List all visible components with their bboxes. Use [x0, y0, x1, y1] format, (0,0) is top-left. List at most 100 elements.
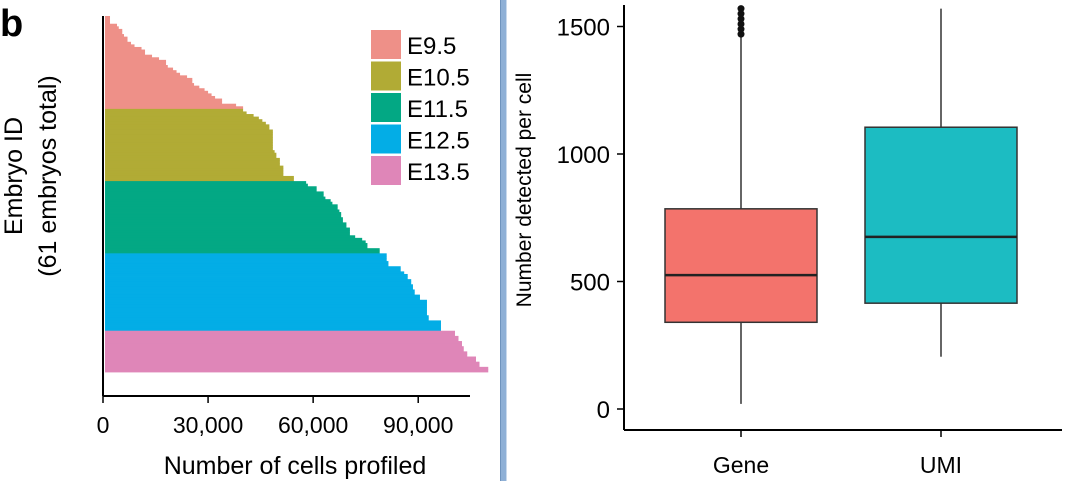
bar-E11-5-6	[105, 196, 326, 200]
bar-E9-5-28	[105, 88, 205, 92]
bar-E13-5-12	[105, 361, 480, 365]
y-axis-title: Embryo ID (61 embryos total)	[0, 75, 62, 276]
x-tick-label: Gene	[713, 452, 769, 478]
bar-E12-5-1	[105, 255, 387, 259]
bar-E10-5-17	[105, 152, 277, 156]
y-tick-label: 0	[597, 397, 610, 424]
bar-E9-5-24	[105, 77, 193, 81]
gene-outlier-3	[737, 15, 745, 23]
bar-E10-5-8	[105, 129, 273, 133]
bar-E10-5-3	[105, 116, 259, 120]
bar-E10-5-10	[105, 134, 273, 138]
bar-E13-5-0	[105, 330, 455, 334]
x-tick-label: 0	[97, 412, 110, 438]
bar-E11-5-13	[105, 214, 342, 218]
bar-E9-5-7	[105, 34, 125, 38]
bar-E13-5-1	[105, 333, 455, 337]
panel-divider	[500, 0, 507, 481]
y-tick-label: 1000	[557, 142, 610, 169]
bar-E12-5-12	[105, 284, 413, 288]
legend-swatch-E9-5	[371, 30, 401, 59]
bar-E9-5-11	[105, 44, 135, 48]
bar-E9-5-1	[105, 18, 111, 22]
bar-E10-5-18	[105, 155, 277, 159]
x-tick-label: 90,000	[383, 412, 453, 438]
bar-E13-5-5	[105, 343, 462, 347]
gene-outlier-2	[737, 20, 745, 28]
legend-label: E9.5	[407, 33, 456, 60]
legend-label: E11.5	[407, 96, 468, 123]
bar-E12-5-5	[105, 266, 401, 270]
bar-E9-5-22	[105, 72, 181, 76]
bar-E12-5-2	[105, 258, 387, 262]
bar-E9-5-30	[105, 93, 212, 97]
bar-E9-5-23	[105, 75, 188, 79]
bar-E10-5-12	[105, 139, 273, 143]
bar-E12-5-6	[105, 268, 401, 272]
bar-E9-5-13	[105, 49, 146, 53]
bar-E12-5-22	[105, 310, 427, 314]
y-tick-label: 500	[570, 270, 610, 297]
bar-E11-5-7	[105, 199, 331, 203]
bar-E12-5-25	[105, 317, 429, 321]
bar-E13-5-11	[105, 359, 477, 363]
bar-E9-5-27	[105, 85, 200, 89]
bar-E9-5-26	[105, 83, 195, 87]
bar-E9-5-33	[105, 101, 223, 105]
bar-E12-5-26	[105, 320, 441, 324]
umi-box	[864, 126, 1018, 304]
bar-E12-5-27	[105, 322, 441, 326]
bar-E11-5-9	[105, 204, 338, 208]
bar-E11-5-16	[105, 222, 347, 226]
bar-E9-5-29	[105, 90, 209, 94]
bar-E9-5-32	[105, 98, 223, 102]
bar-E10-5-11	[105, 137, 273, 141]
bar-E12-5-7	[105, 271, 405, 275]
bar-E12-5-23	[105, 312, 427, 316]
y-axis-subtitle-line: (61 embryos total)	[34, 75, 62, 276]
bar-E12-5-14	[105, 289, 415, 293]
bar-E13-5-4	[105, 341, 462, 345]
legend-swatch-E13-5	[371, 156, 401, 185]
embryo-bar-chart-svg: 0 30,000 60,000 90,000 Number of cells profi…	[0, 3, 489, 480]
bar-E10-5-19	[105, 157, 280, 161]
bar-E11-5-25	[105, 245, 368, 249]
bar-E11-5-2	[105, 186, 317, 190]
bar-E9-5-12	[105, 46, 142, 50]
bar-E12-5-18	[105, 299, 427, 303]
gene-outlier-0	[737, 30, 745, 38]
bar-E13-5-13	[105, 364, 480, 368]
bar-E12-5-24	[105, 315, 429, 319]
bar-E13-5-3	[105, 338, 459, 342]
bar-E12-5-11	[105, 281, 412, 285]
bar-E9-5-14	[105, 52, 146, 56]
gene-outlier-5	[737, 5, 745, 13]
bar-E11-5-27	[105, 250, 380, 254]
bar-E10-5-9	[105, 132, 273, 136]
bar-E13-5-10	[105, 356, 477, 360]
y-axis-title-group: Number detected per cell	[513, 73, 536, 308]
legend-label: E10.5	[407, 65, 470, 92]
bar-E11-5-10	[105, 206, 338, 210]
bar-E12-5-9	[105, 276, 408, 280]
detection-boxplot-svg: 0 500 1000 1500 Gene UMI Number detected per c…	[513, 5, 1062, 478]
y-axis-title: Number detected per cell	[513, 73, 536, 308]
bar-E13-5-7	[105, 348, 464, 352]
bar-E11-5-8	[105, 201, 333, 205]
bar-E11-5-22	[105, 237, 363, 241]
bar-E12-5-8	[105, 273, 408, 277]
bar-E13-5-15	[105, 369, 489, 373]
bar-E10-5-26	[105, 175, 294, 179]
bar-E11-5-17	[105, 224, 347, 228]
bar-E10-5-27	[105, 178, 294, 182]
legend-swatch-E10-5	[371, 61, 401, 91]
bar-E10-5-5	[105, 121, 266, 125]
bar-E10-5-15	[105, 147, 273, 151]
bar-E13-5-8	[105, 351, 468, 355]
bar-E12-5-0	[105, 253, 387, 257]
bar-E9-5-15	[105, 54, 153, 58]
bar-E9-5-20	[105, 67, 174, 71]
bar-E10-5-0	[105, 108, 244, 112]
legend-swatch-E11-5	[371, 93, 401, 122]
bar-E11-5-26	[105, 248, 380, 252]
